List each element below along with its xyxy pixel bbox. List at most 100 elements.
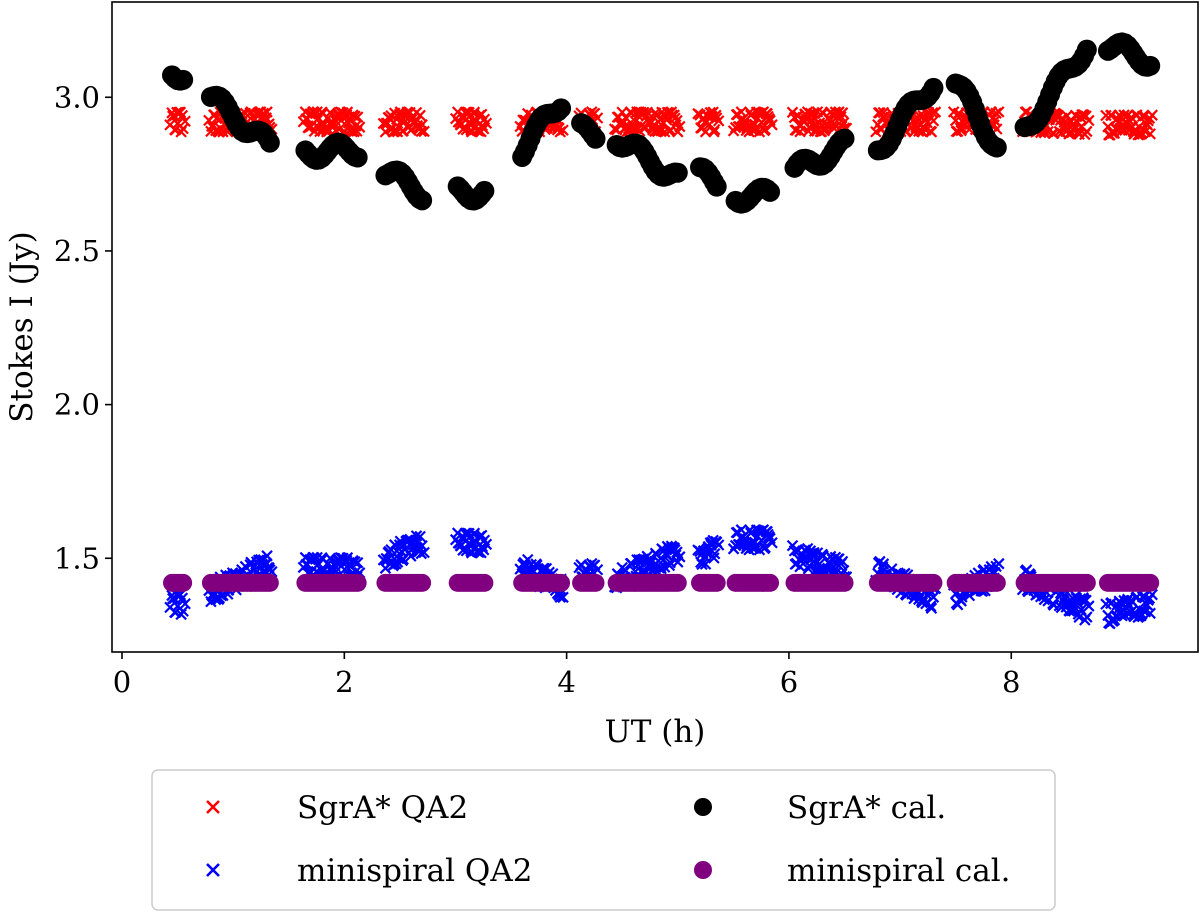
data-point bbox=[759, 123, 771, 136]
data-point bbox=[745, 527, 757, 539]
data-point bbox=[993, 106, 1005, 118]
data-point bbox=[416, 539, 428, 552]
data-point bbox=[412, 190, 433, 211]
data-point bbox=[708, 123, 721, 136]
legend-label-sgra-cal: SgrA* cal. bbox=[787, 790, 946, 826]
data-point bbox=[347, 147, 368, 168]
data-point bbox=[927, 115, 940, 127]
data-point bbox=[655, 562, 667, 575]
data-point bbox=[260, 573, 279, 592]
data-point bbox=[987, 573, 1006, 592]
data-point bbox=[552, 573, 571, 592]
data-point bbox=[674, 120, 686, 133]
data-point bbox=[1144, 607, 1156, 620]
data-point bbox=[923, 77, 944, 98]
data-point bbox=[416, 118, 428, 131]
data-point bbox=[591, 563, 604, 576]
data-point bbox=[480, 117, 493, 130]
data-point bbox=[708, 552, 720, 564]
data-point bbox=[557, 124, 569, 136]
data-point bbox=[706, 176, 727, 197]
data-point bbox=[1142, 594, 1154, 606]
data-point bbox=[993, 557, 1005, 570]
data-point bbox=[585, 128, 606, 149]
legend-frame bbox=[151, 769, 1056, 911]
data-point bbox=[708, 547, 721, 560]
data-point bbox=[351, 556, 364, 569]
data-point bbox=[413, 573, 432, 592]
data-point bbox=[766, 536, 778, 549]
y-axis-label: Stokes I (Jy) bbox=[4, 231, 40, 422]
data-point bbox=[707, 573, 726, 592]
data-point bbox=[261, 550, 273, 562]
data-point bbox=[349, 110, 361, 122]
data-point bbox=[418, 546, 430, 559]
series-sgra-qa2 bbox=[164, 106, 1158, 141]
data-point bbox=[174, 573, 193, 592]
series-minispiral-cal- bbox=[163, 573, 1160, 592]
x-axis-label: UT (h) bbox=[605, 714, 706, 750]
data-point bbox=[179, 597, 191, 610]
plot-marks bbox=[162, 32, 1161, 630]
x-tick-label: 8 bbox=[1002, 665, 1020, 699]
data-point bbox=[475, 573, 494, 592]
x-tick-label: 6 bbox=[780, 665, 798, 699]
plot-frame bbox=[111, 1, 1199, 653]
data-point bbox=[925, 126, 938, 138]
data-point bbox=[179, 115, 191, 128]
data-point bbox=[1083, 114, 1095, 127]
x-tick-label: 0 bbox=[113, 665, 131, 699]
data-point bbox=[259, 132, 280, 153]
data-point bbox=[341, 551, 354, 564]
data-point bbox=[710, 109, 722, 122]
data-point bbox=[929, 106, 942, 118]
data-point bbox=[667, 162, 688, 183]
data-point bbox=[1077, 573, 1096, 592]
data-point bbox=[351, 111, 364, 123]
legend-label-minispiral-qa2: minispiral QA2 bbox=[297, 853, 532, 889]
data-point bbox=[802, 562, 815, 575]
data-point bbox=[173, 69, 194, 90]
data-point bbox=[348, 573, 367, 592]
data-point bbox=[1083, 600, 1095, 612]
data-point bbox=[405, 550, 417, 562]
data-point bbox=[1081, 611, 1093, 623]
data-point bbox=[1140, 55, 1161, 76]
data-point bbox=[955, 595, 967, 607]
data-point bbox=[1146, 109, 1158, 121]
data-point bbox=[834, 128, 855, 149]
data-point bbox=[836, 107, 849, 119]
data-point bbox=[586, 573, 605, 592]
data-point bbox=[925, 602, 938, 614]
data-point bbox=[989, 114, 1001, 127]
data-point bbox=[176, 109, 189, 122]
legend-marker-minispiral-cal bbox=[694, 861, 712, 879]
data-point bbox=[808, 546, 820, 559]
data-point bbox=[712, 115, 725, 127]
legend-marker-sgra-cal bbox=[694, 798, 712, 816]
legend: SgrA* QA2 minispiral QA2 SgrA* cal. mini… bbox=[151, 769, 1056, 911]
data-point bbox=[176, 592, 189, 604]
y-tick-label: 2.5 bbox=[54, 234, 100, 268]
data-point bbox=[712, 539, 725, 551]
data-point bbox=[759, 541, 771, 554]
data-point bbox=[171, 106, 183, 119]
data-point bbox=[1081, 125, 1093, 138]
x-tick-label: 2 bbox=[335, 665, 353, 699]
data-point bbox=[835, 573, 854, 592]
data-point bbox=[745, 109, 757, 121]
y-axis: 1.5 2.0 2.5 3.0 bbox=[54, 80, 112, 575]
data-point bbox=[551, 98, 572, 119]
data-point bbox=[414, 109, 426, 122]
legend-label-sgra-qa2: SgrA* QA2 bbox=[297, 790, 468, 826]
data-point bbox=[836, 555, 849, 568]
series-sgra-cal- bbox=[162, 32, 1161, 214]
data-point bbox=[927, 591, 940, 603]
data-point bbox=[699, 126, 712, 138]
data-point bbox=[788, 545, 801, 557]
data-point bbox=[674, 551, 686, 563]
data-point bbox=[1141, 119, 1154, 131]
data-point bbox=[699, 558, 712, 570]
data-point bbox=[349, 556, 361, 568]
data-point bbox=[177, 605, 189, 617]
